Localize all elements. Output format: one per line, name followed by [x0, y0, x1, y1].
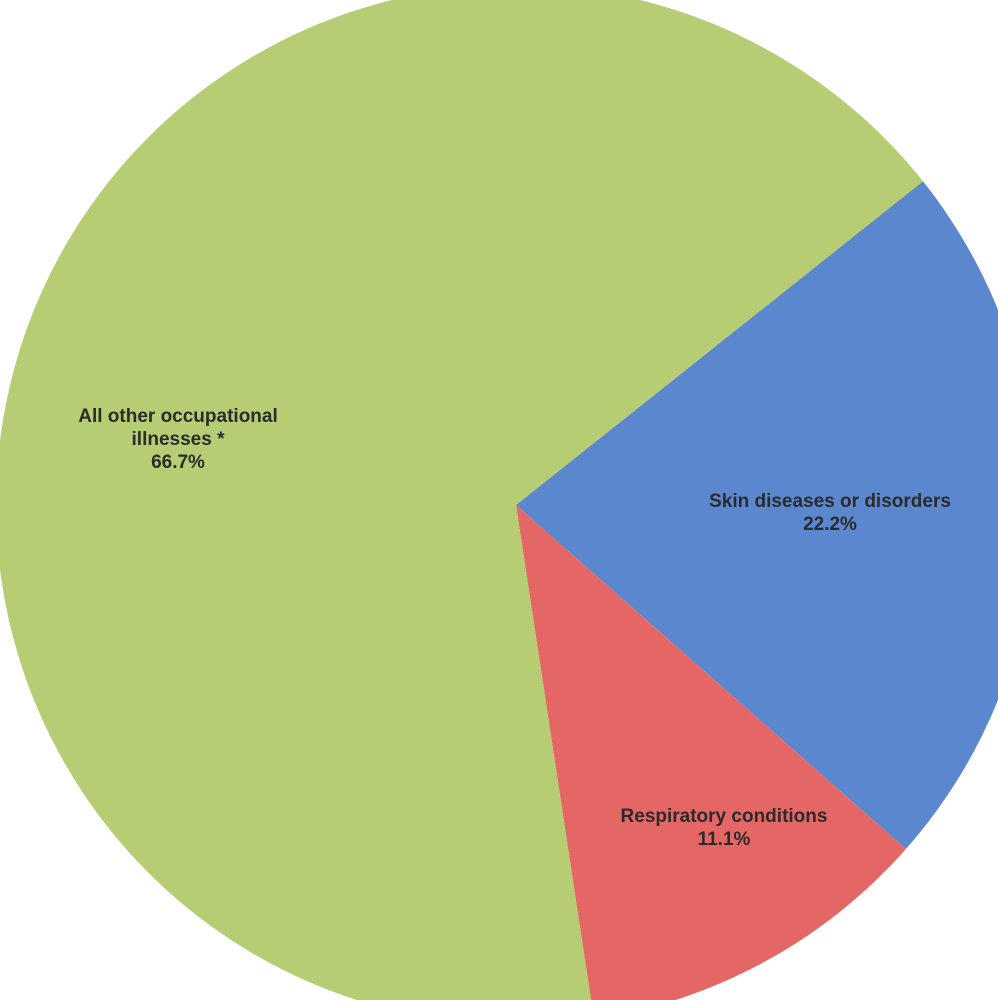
slice-label-2: Respiratory conditions 11.1% — [621, 806, 828, 850]
slice-label-line: Respiratory conditions — [621, 806, 828, 827]
slice-label-line: All other occupational — [78, 406, 278, 427]
pie-labels: Skin diseases or disorders 22.2% Respirato… — [78, 406, 951, 850]
pie-slice-3 — [0, 0, 923, 1000]
slice-percent: 22.2% — [803, 514, 857, 535]
slice-percent: 66.7% — [151, 452, 205, 473]
slice-label-1: Skin diseases or disorders 22.2% — [709, 491, 951, 535]
slice-percent: 11.1% — [698, 829, 751, 850]
slice-label-line: Skin diseases or disorders — [709, 491, 951, 512]
pie-slice-2 — [516, 505, 906, 1000]
slice-label-line: illnesses * — [132, 429, 226, 450]
slice-label-3: All other occupational illnesses * 66.7% — [78, 406, 278, 473]
pie-slice-1 — [516, 181, 998, 850]
